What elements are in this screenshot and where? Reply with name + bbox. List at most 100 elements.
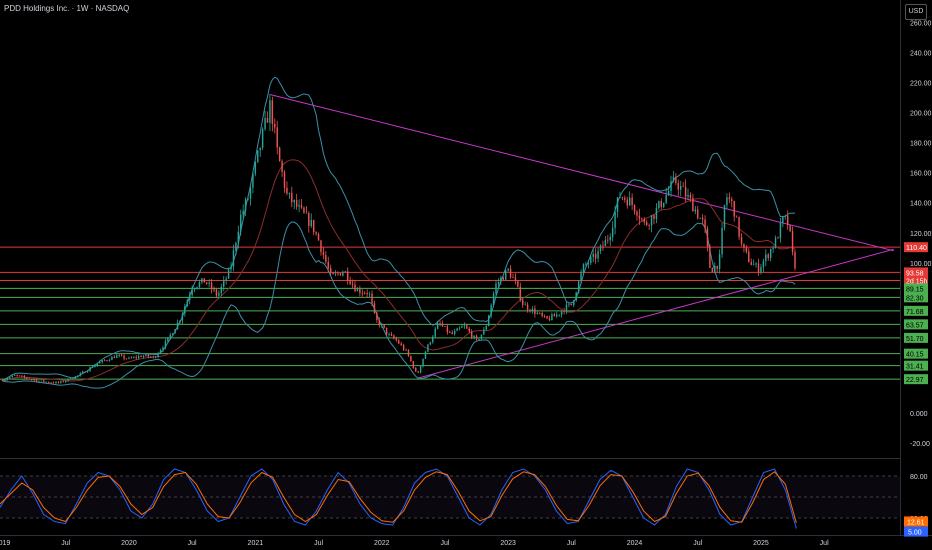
- candle-body-262: [638, 215, 641, 219]
- level-tag-7: [904, 332, 928, 343]
- candle-body-177: [432, 336, 434, 343]
- candle-body-104: [254, 161, 257, 174]
- candle-body-122: [298, 205, 300, 207]
- bollinger-lower-band: [2, 221, 796, 389]
- candle-body-23: [57, 381, 60, 383]
- candle-body-165: [402, 345, 405, 350]
- candle-body-109: [266, 118, 269, 123]
- candle-body-225: [548, 318, 551, 321]
- level-tag-label-3: 89.15: [906, 286, 924, 293]
- candle-body-323: [786, 215, 789, 226]
- candle-body-280: [682, 186, 684, 188]
- candle-body-12: [30, 379, 33, 380]
- candle-body-223: [543, 315, 546, 317]
- candle-body-182: [444, 326, 446, 327]
- candle-body-230: [560, 311, 563, 315]
- candle-body-270: [658, 201, 660, 209]
- price-tick-label-3: 200.00: [910, 111, 932, 118]
- candle-body-281: [684, 186, 687, 197]
- level-tag-label-10: 22.97: [906, 377, 924, 384]
- candle-body-56: [137, 356, 140, 358]
- candle-body-243: [592, 253, 594, 257]
- time-tick-label-11: Jul: [693, 540, 702, 547]
- candle-body-271: [660, 201, 663, 207]
- candle-body-221: [539, 312, 541, 314]
- price-tick-label-0: 260.00: [910, 21, 932, 28]
- candle-body-309: [752, 264, 755, 266]
- candle-body-169: [412, 361, 415, 369]
- candle-body-70: [171, 333, 174, 335]
- candle-body-4: [11, 375, 13, 378]
- candle-body-131: [320, 240, 322, 253]
- candle-body-173: [422, 358, 424, 367]
- candle-body-172: [419, 366, 422, 373]
- currency-button[interactable]: USD: [905, 4, 927, 20]
- candle-body-34: [84, 371, 86, 373]
- candle-body-196: [478, 338, 480, 340]
- candle-body-89: [218, 292, 220, 296]
- candle-body-295: [718, 254, 721, 269]
- level-tag-5: [904, 305, 928, 316]
- trendline-1: [417, 248, 894, 379]
- candle-body-181: [441, 323, 444, 327]
- candle-body-3: [9, 377, 11, 379]
- price-tick-label-9: 0.000: [910, 411, 928, 418]
- candle-body-142: [346, 271, 349, 281]
- level-tag-label-9: 31.41: [906, 364, 924, 371]
- time-tick-label-7: Jul: [440, 540, 449, 547]
- candle-body-300: [731, 199, 733, 201]
- candle-body-252: [614, 211, 616, 228]
- candle-body-216: [526, 304, 529, 310]
- candle-body-313: [762, 261, 765, 268]
- candle-body-87: [213, 289, 215, 291]
- candle-body-188: [458, 327, 461, 329]
- candle-body-18: [45, 381, 48, 383]
- candle-body-307: [748, 251, 750, 263]
- candle-body-212: [517, 280, 519, 287]
- time-tick-label-12: 2025: [753, 540, 769, 547]
- candle-body-278: [677, 182, 680, 190]
- candle-body-105: [257, 150, 259, 162]
- candle-body-231: [563, 311, 565, 312]
- candle-body-73: [179, 320, 181, 323]
- candle-body-208: [507, 268, 509, 271]
- candle-body-197: [480, 334, 483, 339]
- candle-body-282: [687, 195, 689, 197]
- time-tick-label-0: 2019: [0, 540, 10, 547]
- candle-body-321: [782, 216, 784, 223]
- candle-body-176: [429, 342, 432, 345]
- candle-body-317: [772, 247, 774, 250]
- candle-body-22: [55, 381, 57, 384]
- candle-body-249: [607, 239, 609, 241]
- candle-body-81: [198, 282, 201, 288]
- candle-body-296: [721, 227, 723, 255]
- candle-body-38: [94, 365, 96, 368]
- candle-body-185: [451, 332, 453, 335]
- candle-body-199: [485, 326, 487, 330]
- candle-body-187: [456, 328, 458, 331]
- candle-body-120: [293, 200, 295, 203]
- candle-body-30: [74, 376, 77, 379]
- candle-body-128: [312, 219, 315, 233]
- candle-body-164: [400, 343, 402, 346]
- stoch-d-tag: [904, 516, 928, 527]
- candle-body-272: [662, 202, 665, 207]
- candle-body-171: [417, 371, 419, 373]
- candle-body-7: [18, 375, 21, 377]
- candle-body-315: [767, 254, 769, 258]
- candle-body-90: [220, 286, 223, 293]
- candle-body-238: [580, 273, 582, 282]
- candle-body-79: [193, 288, 196, 290]
- candle-body-21: [52, 382, 55, 384]
- time-tick-label-4: 2021: [248, 540, 264, 547]
- candle-body-180: [439, 322, 441, 324]
- candle-body-276: [672, 176, 675, 182]
- candle-body-269: [655, 208, 658, 219]
- candle-body-49: [120, 355, 123, 357]
- candle-body-67: [164, 341, 167, 348]
- candle-body-167: [407, 350, 410, 356]
- candle-body-65: [159, 350, 162, 354]
- candle-body-106: [259, 147, 261, 151]
- candle-body-137: [334, 273, 337, 275]
